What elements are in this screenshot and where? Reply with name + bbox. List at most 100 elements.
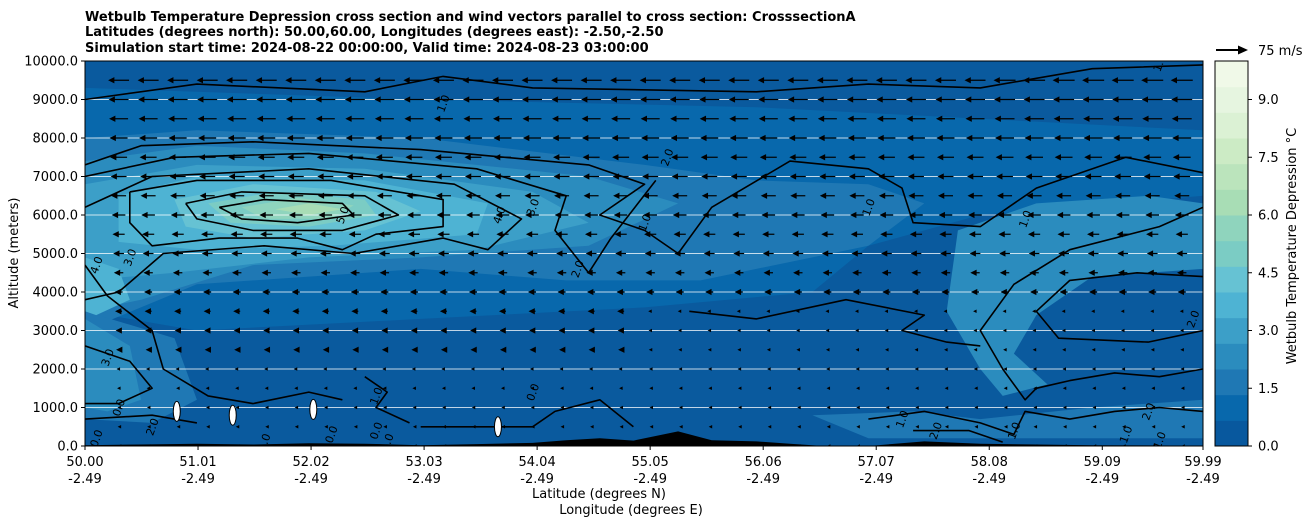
wind-vector [379, 269, 390, 276]
wind-vector [349, 250, 361, 257]
wind-vector [677, 309, 682, 313]
wind-vector [649, 405, 654, 410]
y-tick-label: 5000.0 [33, 247, 79, 262]
wind-vector-head [941, 288, 948, 296]
x-axis: 50.00-2.4951.01-2.4952.02-2.4953.03-2.49… [66, 446, 1222, 487]
wind-vector-head [649, 405, 654, 410]
wind-vector-head [412, 405, 417, 410]
wind-vector-head [1171, 96, 1178, 103]
wind-vector-head [441, 367, 445, 371]
wind-vector [1032, 367, 1037, 371]
x-tick-label-latitude: 58.08 [971, 455, 1008, 470]
wind-vector-head [405, 154, 412, 161]
wind-vector [1003, 367, 1007, 371]
wind-vector-head [353, 405, 358, 410]
wind-vector [375, 134, 394, 142]
wind-vector [796, 348, 800, 352]
wind-vector-head [1056, 211, 1064, 219]
wind-vector-head [1113, 134, 1120, 142]
wind-vector [172, 250, 184, 257]
wind-vector [263, 346, 271, 353]
wind-vector-head [1181, 425, 1185, 429]
y-axis: 0.01000.02000.03000.04000.05000.06000.07… [24, 55, 85, 455]
wind-vector [935, 115, 955, 122]
wind-vector-head [757, 77, 765, 84]
wind-vector [1180, 386, 1185, 390]
wind-vector [612, 173, 629, 180]
wind-vector-head [437, 231, 444, 238]
wind-vector [762, 231, 775, 238]
wind-vector [147, 425, 151, 429]
wind-vector-head [614, 231, 621, 238]
wind-vector [1113, 134, 1133, 142]
wind-vector [350, 288, 359, 296]
wind-vector [649, 425, 654, 429]
wind-vector [966, 154, 984, 161]
wind-vector-head [404, 115, 411, 122]
wind-vector-head [618, 346, 625, 353]
wind-vector-head [260, 231, 267, 238]
wind-vector-head [557, 288, 564, 296]
wind-vector-head [760, 173, 767, 180]
wind-vector-head [139, 134, 146, 142]
wind-vector [382, 367, 386, 371]
wind-vector-head [138, 115, 145, 122]
wind-vector [496, 231, 509, 238]
colorbar-tick-label: 0.0 [1258, 440, 1279, 455]
wind-vector-head [406, 192, 413, 199]
wind-vector [234, 367, 239, 371]
wind-vector [196, 77, 218, 84]
wind-vector [611, 134, 630, 142]
wind-vector-head [226, 96, 234, 103]
wind-vector [826, 425, 831, 429]
wind-vector-head [617, 308, 624, 315]
wind-vector [936, 134, 955, 142]
wind-vector-head [525, 231, 533, 238]
wind-vector [678, 348, 682, 352]
wind-vector-head [885, 386, 890, 390]
wind-vector [378, 231, 391, 238]
wind-vector-head [1171, 115, 1179, 122]
wind-vector [522, 96, 543, 103]
wind-vector [965, 96, 986, 103]
contour-line-10 [364, 376, 410, 424]
wind-vector-head [905, 77, 912, 84]
wind-vector-head [523, 154, 530, 161]
wind-vector-head [497, 269, 505, 276]
wind-vector [232, 269, 242, 276]
wind-vector-head [671, 154, 678, 161]
wind-vector-head [378, 250, 386, 257]
shading-band-9 [946, 195, 1203, 396]
wind-vector [791, 231, 804, 238]
wind-vector-head [174, 308, 181, 315]
wind-vector-head [648, 348, 653, 352]
wind-vector-head [412, 386, 416, 390]
wind-vector [262, 308, 270, 315]
wind-vector-head [113, 250, 120, 257]
wind-vector [907, 154, 925, 161]
wind-vector-head [1032, 348, 1037, 352]
wind-vector [1092, 386, 1096, 390]
blank-region-1 [228, 404, 237, 426]
wind-vector-head [285, 96, 293, 103]
wind-vector [1177, 269, 1187, 276]
wind-vector [140, 192, 156, 199]
wind-vector [257, 134, 276, 142]
wind-vector-head [885, 348, 889, 352]
wind-vector-head [560, 405, 564, 410]
wind-vector-head [763, 269, 770, 276]
wind-vector [967, 173, 984, 180]
colorbar-frame [1214, 60, 1249, 447]
wind-vector [881, 250, 892, 257]
wind-vector-head [293, 346, 300, 353]
wind-vector-head [940, 250, 947, 257]
wind-vector-head [641, 134, 648, 142]
wind-vector [1143, 173, 1161, 180]
wind-vector [911, 269, 921, 276]
wind-vector [1118, 288, 1127, 296]
wind-vector-head [938, 211, 945, 219]
wind-vector [553, 173, 570, 180]
wind-vector [1061, 309, 1066, 313]
wind-vector [707, 309, 711, 313]
wind-vector-head [111, 192, 118, 199]
